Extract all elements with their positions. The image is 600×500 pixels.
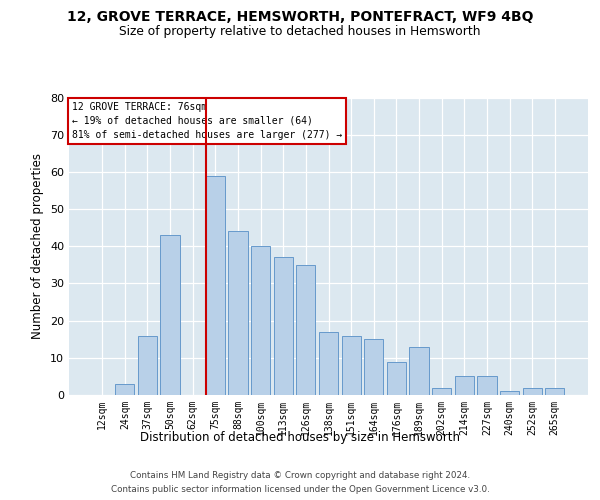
Bar [229,232,248,395]
Bar [160,235,180,395]
Bar [477,376,497,395]
Bar [296,265,316,395]
Bar [341,336,361,395]
Y-axis label: Number of detached properties: Number of detached properties [31,153,44,340]
Bar [545,388,565,395]
Bar [319,332,338,395]
Bar [409,346,428,395]
Bar [523,388,542,395]
Text: Size of property relative to detached houses in Hemsworth: Size of property relative to detached ho… [119,25,481,38]
Text: Distribution of detached houses by size in Hemsworth: Distribution of detached houses by size … [140,431,460,444]
Bar [138,336,157,395]
Bar [274,258,293,395]
Bar [364,339,383,395]
Text: Contains HM Land Registry data © Crown copyright and database right 2024.: Contains HM Land Registry data © Crown c… [130,472,470,480]
Bar [500,392,519,395]
Bar [206,176,225,395]
Bar [455,376,474,395]
Text: 12, GROVE TERRACE, HEMSWORTH, PONTEFRACT, WF9 4BQ: 12, GROVE TERRACE, HEMSWORTH, PONTEFRACT… [67,10,533,24]
Text: Contains public sector information licensed under the Open Government Licence v3: Contains public sector information licen… [110,484,490,494]
Bar [251,246,270,395]
Text: 12 GROVE TERRACE: 76sqm
← 19% of detached houses are smaller (64)
81% of semi-de: 12 GROVE TERRACE: 76sqm ← 19% of detache… [71,102,342,140]
Bar [432,388,451,395]
Bar [115,384,134,395]
Bar [387,362,406,395]
